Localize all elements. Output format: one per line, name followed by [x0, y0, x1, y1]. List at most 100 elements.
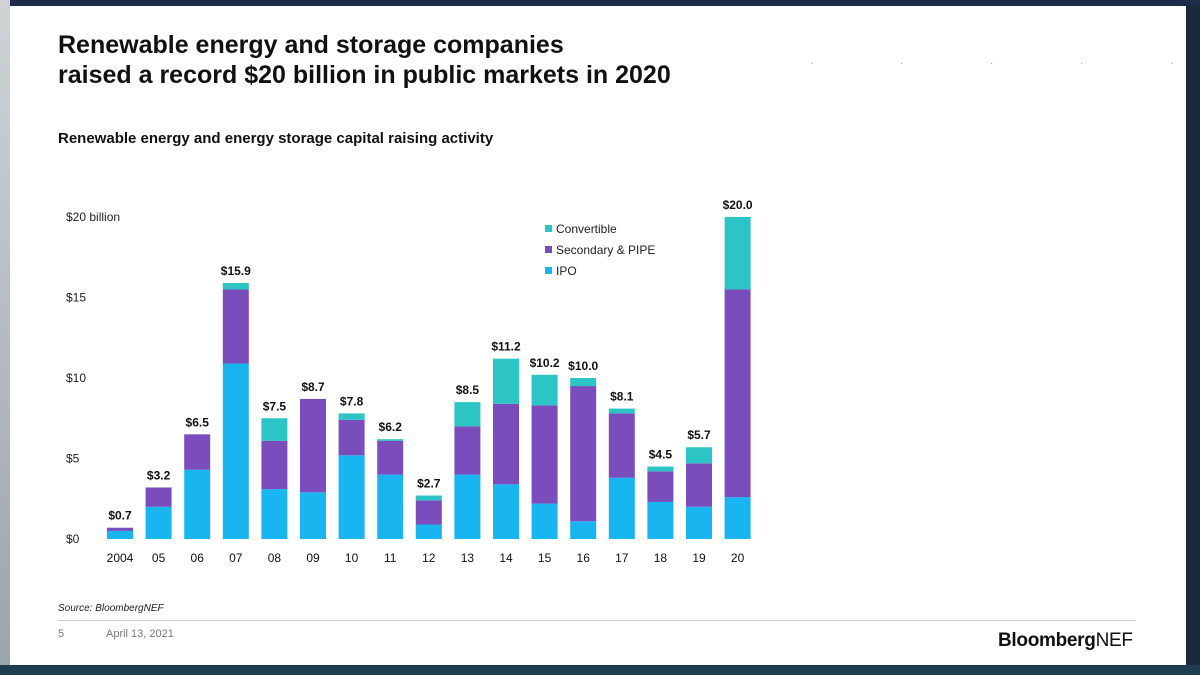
total-label: $10.0: [568, 359, 598, 373]
x-tick-label: 19: [692, 551, 706, 565]
total-label: $4.5: [649, 448, 673, 462]
total-label: $6.5: [186, 415, 210, 429]
bar-convertible-15: [531, 374, 558, 406]
bar-ipo-09: [300, 492, 326, 539]
bar-convertible-19: [686, 447, 712, 464]
x-tick-label: 13: [461, 551, 475, 565]
bar-ipo-19: [686, 506, 712, 539]
brand-bold: Bloomberg: [998, 630, 1096, 651]
bar-ipo-12: [415, 524, 442, 539]
y-tick-label: $5: [66, 452, 80, 466]
x-tick-label: 06: [191, 551, 205, 565]
bar-convertible-13: [454, 402, 481, 427]
bar-secondary-pipe-05: [145, 487, 172, 507]
x-tick-label: 20: [731, 551, 745, 565]
bar-convertible-18: [647, 466, 674, 472]
y-tick-label: $20 billion: [66, 210, 120, 224]
bottom-strip: [0, 665, 1200, 675]
bar-ipo-15: [531, 503, 558, 539]
bar-secondary-pipe-08: [261, 440, 288, 490]
decor-dot: ·: [810, 58, 814, 69]
total-label: $15.9: [221, 264, 251, 278]
bar-ipo-13: [454, 474, 481, 539]
x-tick-label: 11: [384, 551, 397, 565]
bar-ipo-16: [570, 521, 597, 539]
legend-label: Secondary & PIPE: [556, 243, 655, 257]
decor-dot: ·: [990, 58, 994, 69]
decor-dot: ·: [900, 58, 904, 69]
bar-ipo-2004: [107, 530, 133, 539]
x-tick-label: 16: [577, 551, 591, 565]
bar-ipo-18: [647, 501, 674, 539]
slide: Renewable energy and storage companies r…: [10, 6, 1186, 665]
slide-title: Renewable energy and storage companies r…: [58, 30, 818, 90]
bar-ipo-08: [261, 489, 288, 539]
bar-convertible-14: [493, 358, 519, 404]
bar-secondary-pipe-17: [608, 413, 635, 478]
total-label: $20.0: [723, 198, 753, 212]
bar-convertible-17: [608, 408, 635, 414]
total-label: $8.5: [456, 383, 480, 397]
bar-secondary-pipe-19: [686, 463, 712, 507]
legend-swatch: [545, 225, 552, 232]
bar-convertible-07: [222, 283, 249, 290]
x-tick-label: 05: [152, 551, 166, 565]
decor-dot: ·: [1170, 58, 1174, 69]
bar-convertible-16: [570, 378, 597, 387]
bar-convertible-20: [724, 217, 751, 290]
bar-chart: $0 $5 $10 $15 $20 billion $0.7 2004 $3.2 05 $6.5 0…: [66, 198, 753, 565]
legend-label: IPO: [556, 264, 577, 278]
top-strip: [0, 0, 1200, 6]
bar-ipo-06: [184, 469, 211, 539]
total-label: $7.5: [263, 399, 287, 413]
x-tick-label: 18: [654, 551, 668, 565]
chart-title: Renewable energy and energy storage capi…: [58, 130, 494, 147]
x-tick-label: 2004: [107, 551, 134, 565]
bar-ipo-14: [493, 484, 519, 539]
bar-convertible-11: [377, 439, 404, 441]
bar-ipo-20: [724, 497, 751, 539]
brand-regular: NEF: [1095, 630, 1133, 651]
total-label: $7.8: [340, 394, 364, 408]
bar-convertible-10: [338, 413, 365, 420]
legend-label: Convertible: [556, 222, 617, 236]
source-note: Source: BloombergNEF: [58, 603, 164, 614]
bar-secondary-pipe-06: [184, 434, 211, 470]
bar-secondary-pipe-11: [377, 440, 404, 475]
total-label: $10.2: [530, 356, 560, 370]
total-label: $0.7: [108, 509, 132, 523]
total-label: $6.2: [379, 420, 403, 434]
slide-date: April 13, 2021: [106, 628, 174, 640]
bar-ipo-11: [377, 474, 404, 539]
x-tick-label: 12: [422, 551, 436, 565]
y-tick-label: $0: [66, 532, 80, 546]
bar-secondary-pipe-07: [222, 289, 249, 364]
bar-secondary-pipe-20: [724, 289, 751, 498]
x-tick-label: 10: [345, 551, 359, 565]
left-edge: [0, 0, 10, 675]
page-number: 5: [58, 628, 65, 640]
bar-secondary-pipe-18: [647, 471, 674, 502]
bar-convertible-08: [261, 418, 288, 441]
bar-secondary-pipe-10: [338, 419, 365, 456]
bar-ipo-10: [338, 455, 365, 539]
x-tick-label: 17: [615, 551, 629, 565]
total-label: $8.1: [610, 390, 634, 404]
bar-secondary-pipe-2004: [107, 527, 133, 531]
total-label: $11.2: [491, 340, 521, 354]
total-label: $3.2: [147, 468, 171, 482]
brand-logo: BloombergNEF: [998, 630, 1133, 652]
bar-secondary-pipe-12: [415, 500, 442, 525]
y-tick-label: $15: [66, 291, 86, 305]
bar-ipo-07: [222, 363, 249, 539]
title-line-1: Renewable energy and storage companies: [58, 31, 564, 59]
decor-dot: ·: [1080, 58, 1084, 69]
footer-divider: [58, 620, 1136, 621]
title-line-2: raised a record $20 billion in public ma…: [58, 61, 671, 89]
x-tick-label: 14: [499, 551, 513, 565]
bar-secondary-pipe-13: [454, 426, 481, 475]
total-label: $5.7: [687, 428, 711, 442]
x-tick-label: 08: [268, 551, 282, 565]
bar-secondary-pipe-09: [300, 398, 326, 493]
x-tick-label: 09: [306, 551, 320, 565]
